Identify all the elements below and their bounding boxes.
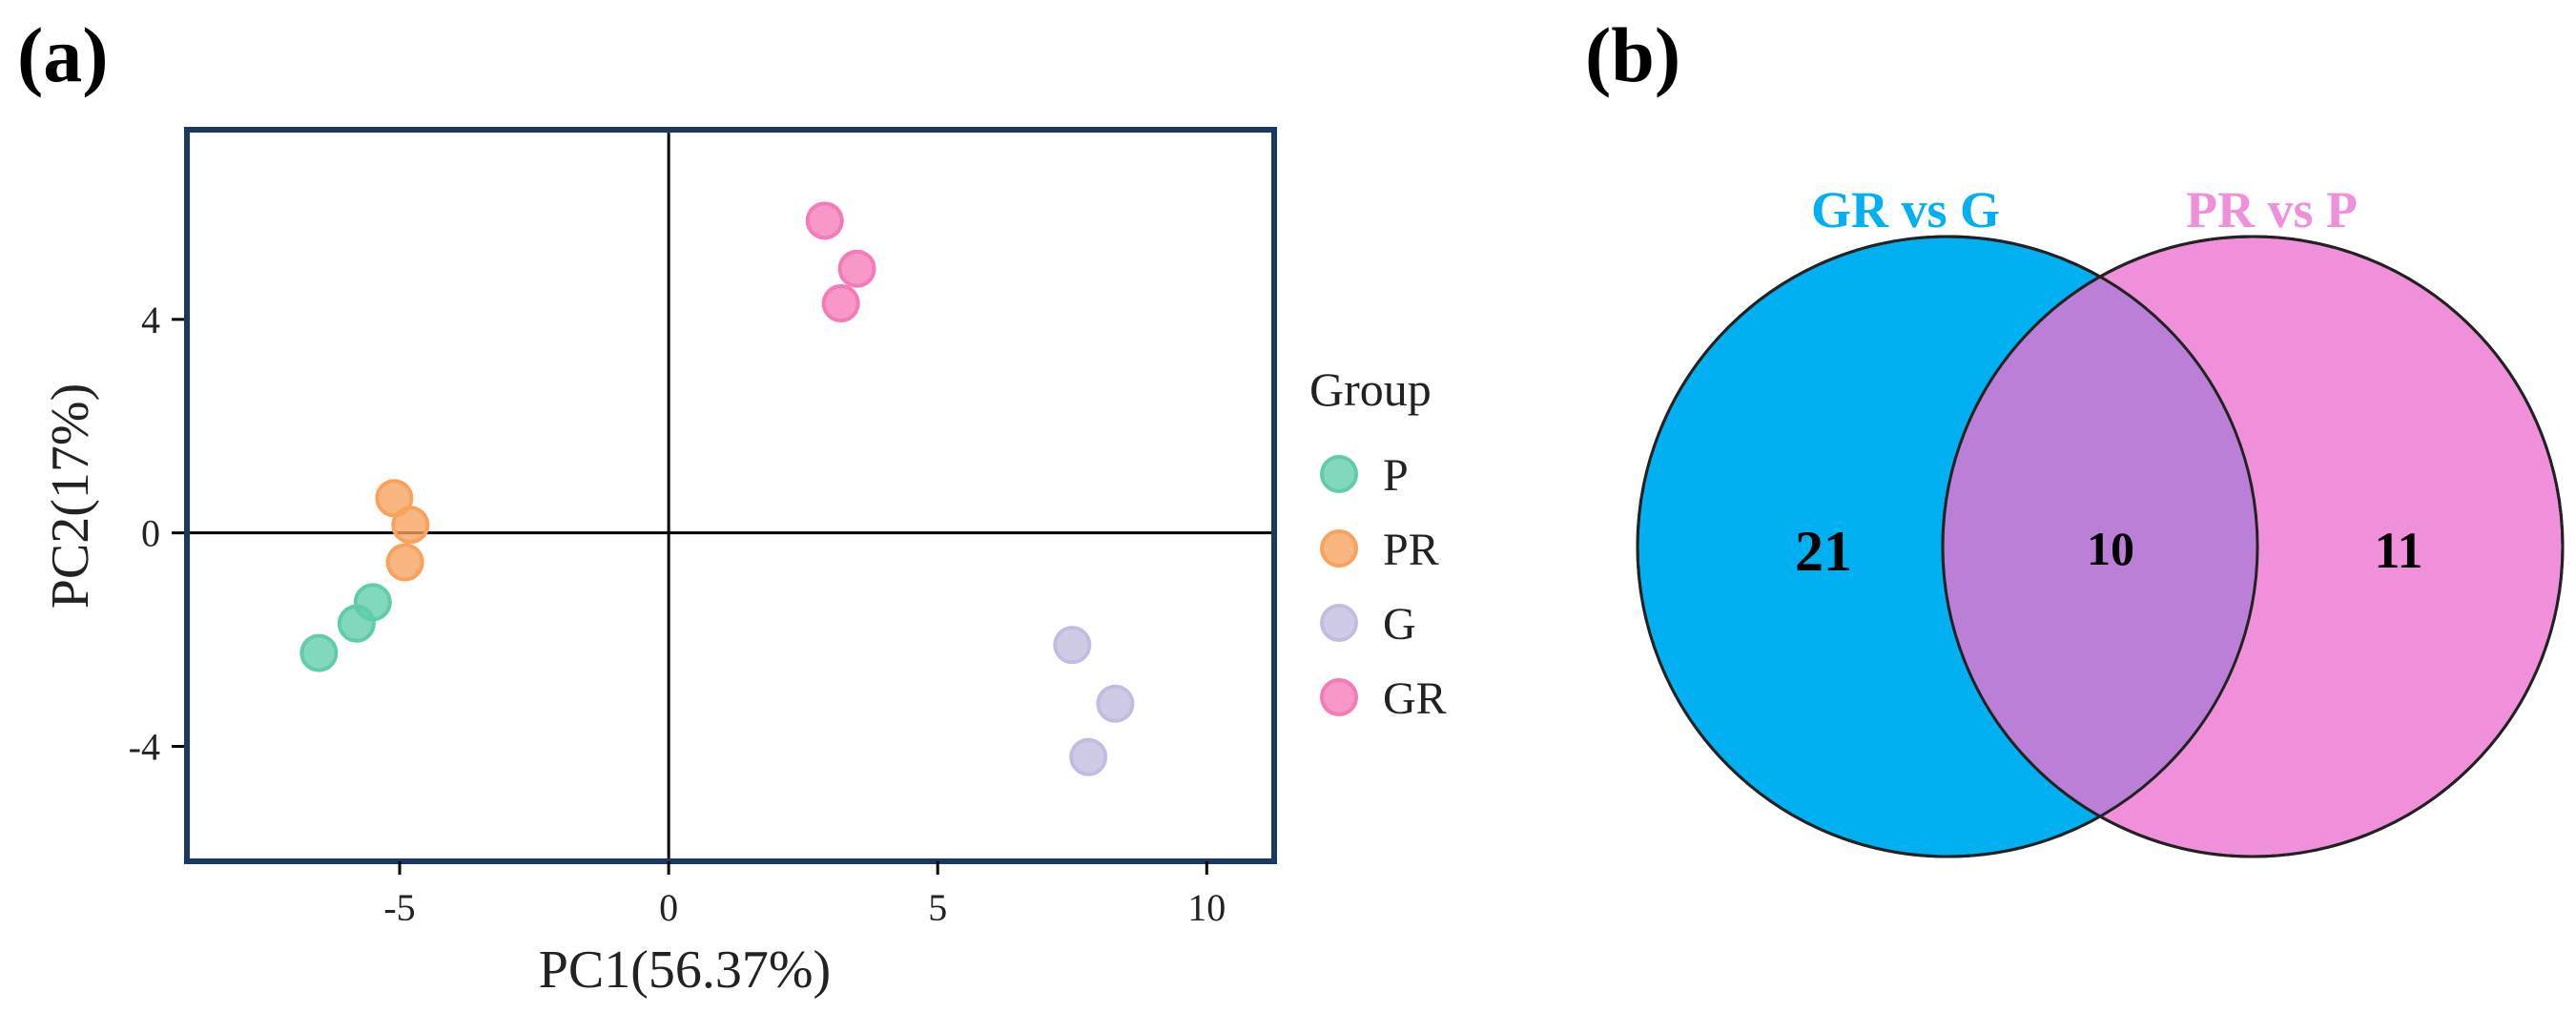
point-g (1069, 737, 1108, 776)
panel-label-b: (b) (1585, 11, 1680, 98)
point-p (299, 633, 339, 672)
venn-label-pr-vs-p: PR vs P (2186, 181, 2358, 238)
point-g (1096, 684, 1135, 723)
y-axis-label: PC2(17%) (41, 383, 100, 609)
point-g (1053, 626, 1092, 665)
venn-count-intersection: 10 (2087, 522, 2134, 575)
point-pr (385, 543, 424, 582)
x-axis-label: PC1(56.37%) (539, 940, 831, 1000)
point-gr (805, 201, 844, 240)
panel-label-a: (a) (17, 11, 109, 98)
point-gr (837, 249, 876, 288)
venn-count-only-pr-vs-p: 11 (2374, 522, 2422, 579)
venn-count-only-gr-vs-g: 21 (1795, 520, 1852, 583)
x-tick-label: 5 (928, 886, 947, 929)
venn-diagram: GR vs G PR vs P 21 10 11 (1636, 181, 2565, 858)
legend-marker-p (1320, 455, 1358, 493)
x-tick-label: 0 (659, 886, 678, 929)
y-tick-label: 0 (141, 512, 160, 555)
venn-outline-pr-vs-p (1941, 235, 2565, 858)
legend-marker-pr (1320, 529, 1358, 568)
y-tick-label: -4 (129, 725, 160, 768)
plot-frame (184, 127, 1277, 864)
y-tick-label: 4 (141, 299, 160, 341)
scatter-points (299, 201, 1135, 776)
x-tick-label: -5 (383, 886, 415, 929)
point-p (337, 604, 376, 643)
venn-label-gr-vs-g: GR vs G (1811, 181, 2000, 238)
pca-plot: -5 0 5 10 -4 0 4 PC1(56.37%) PC2(17%) (41, 127, 1277, 1000)
legend-title: Group (1309, 362, 1432, 416)
legend-label-pr: PR (1383, 525, 1439, 575)
x-axis: -5 0 5 10 (383, 861, 1226, 929)
legend: Group P PR G GR (1309, 362, 1447, 724)
legend-marker-g (1320, 604, 1358, 642)
point-gr (821, 284, 860, 323)
legend-marker-gr (1320, 678, 1358, 716)
venn-outline-gr-vs-g (1636, 235, 2259, 858)
legend-label-p: P (1383, 450, 1409, 501)
venn-intersection (1943, 237, 2257, 857)
x-tick-label: 10 (1187, 886, 1226, 929)
point-pr (391, 506, 430, 545)
y-axis: -4 0 4 (129, 299, 184, 768)
legend-label-g: G (1383, 599, 1416, 650)
legend-label-gr: GR (1383, 673, 1447, 724)
